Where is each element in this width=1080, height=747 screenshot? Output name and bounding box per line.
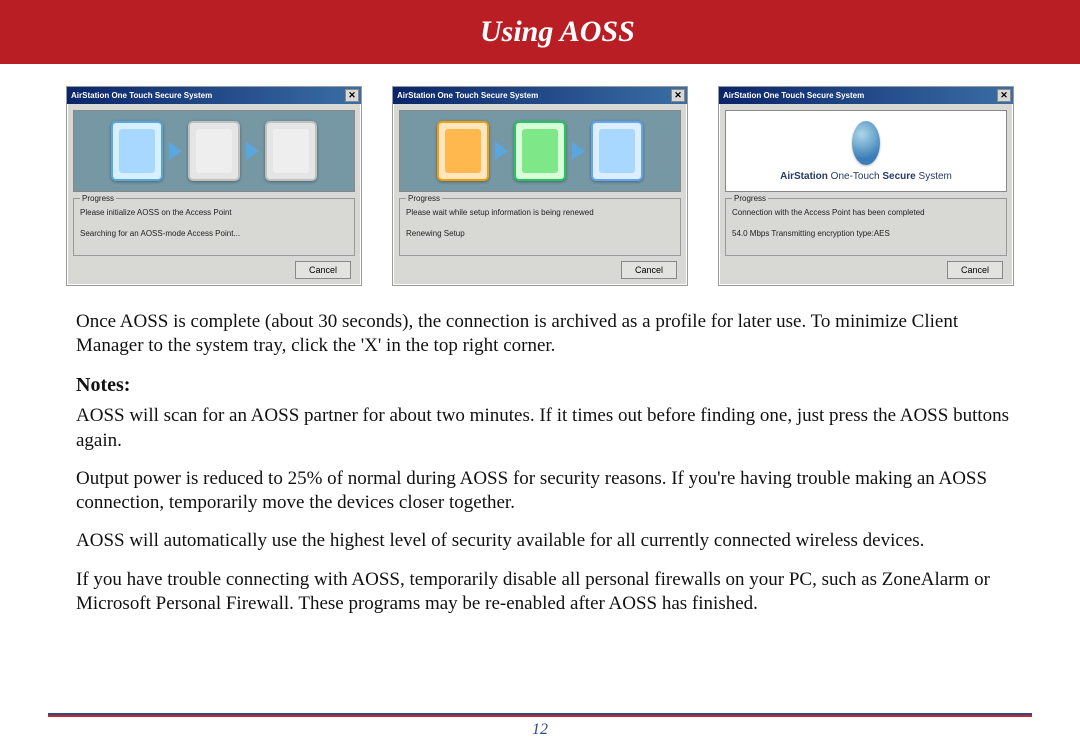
dialog-2: AirStation One Touch Secure System ✕ Pro… xyxy=(392,86,688,286)
cancel-button[interactable]: Cancel xyxy=(947,261,1003,279)
progress-line: Searching for an AOSS-mode Access Point.… xyxy=(80,228,348,239)
aoss-label: AirStation One-Touch Secure System xyxy=(780,171,952,182)
device-icon xyxy=(514,121,566,181)
notes-heading: Notes: xyxy=(76,373,1016,399)
progress-legend: Progress xyxy=(406,193,442,204)
paragraph: AOSS will scan for an AOSS partner for a… xyxy=(76,404,1016,453)
device-icon xyxy=(111,121,163,181)
progress-line: Connection with the Access Point has bee… xyxy=(732,207,1000,218)
paragraph: Once AOSS is complete (about 30 seconds)… xyxy=(76,310,1016,359)
progress-line: 54.0 Mbps Transmitting encryption type:A… xyxy=(732,228,1000,239)
dialog-3-title: AirStation One Touch Secure System xyxy=(723,91,864,100)
dialog-3-buttons: Cancel xyxy=(947,261,1003,279)
footer-rule xyxy=(48,713,1032,715)
dialog-1-title: AirStation One Touch Secure System xyxy=(71,91,212,100)
device-icon xyxy=(437,121,489,181)
screenshots-row: AirStation One Touch Secure System ✕ Pro… xyxy=(0,64,1080,304)
page-header: Using AOSS xyxy=(0,0,1080,64)
dialog-1-icons xyxy=(73,110,355,192)
dialog-1-buttons: Cancel xyxy=(295,261,351,279)
progress-legend: Progress xyxy=(732,193,768,204)
cancel-button[interactable]: Cancel xyxy=(621,261,677,279)
dialog-2-buttons: Cancel xyxy=(621,261,677,279)
dialog-1: AirStation One Touch Secure System ✕ Pro… xyxy=(66,86,362,286)
paragraph: Output power is reduced to 25% of normal… xyxy=(76,467,1016,516)
progress-line: Please initialize AOSS on the Access Poi… xyxy=(80,207,348,218)
progress-legend: Progress xyxy=(80,193,116,204)
dialog-3: AirStation One Touch Secure System ✕ Air… xyxy=(718,86,1014,286)
arrow-icon xyxy=(246,142,259,160)
close-icon[interactable]: ✕ xyxy=(345,89,359,102)
aoss-logo-icon xyxy=(852,121,880,165)
page-title: Using AOSS xyxy=(480,15,635,49)
cancel-button[interactable]: Cancel xyxy=(295,261,351,279)
dialog-1-progress: Progress Please initialize AOSS on the A… xyxy=(73,198,355,256)
paragraph: If you have trouble connecting with AOSS… xyxy=(76,568,1016,617)
paragraph: AOSS will automatically use the highest … xyxy=(76,529,1016,553)
dialog-3-titlebar: AirStation One Touch Secure System ✕ xyxy=(719,87,1013,104)
device-icon xyxy=(265,121,317,181)
device-icon xyxy=(188,121,240,181)
page-number: 12 xyxy=(0,721,1080,739)
arrow-icon xyxy=(572,142,585,160)
device-icon xyxy=(591,121,643,181)
dialog-1-titlebar: AirStation One Touch Secure System ✕ xyxy=(67,87,361,104)
dialog-3-progress: Progress Connection with the Access Poin… xyxy=(725,198,1007,256)
progress-line: Please wait while setup information is b… xyxy=(406,207,674,218)
dialog-2-titlebar: AirStation One Touch Secure System ✕ xyxy=(393,87,687,104)
dialog-2-title: AirStation One Touch Secure System xyxy=(397,91,538,100)
arrow-icon xyxy=(169,142,182,160)
close-icon[interactable]: ✕ xyxy=(997,89,1011,102)
progress-line: Renewing Setup xyxy=(406,228,674,239)
dialog-3-center: AirStation One-Touch Secure System xyxy=(725,110,1007,192)
close-icon[interactable]: ✕ xyxy=(671,89,685,102)
dialog-2-progress: Progress Please wait while setup informa… xyxy=(399,198,681,256)
body-text: Once AOSS is complete (about 30 seconds)… xyxy=(0,304,1080,616)
arrow-icon xyxy=(495,142,508,160)
dialog-2-icons xyxy=(399,110,681,192)
